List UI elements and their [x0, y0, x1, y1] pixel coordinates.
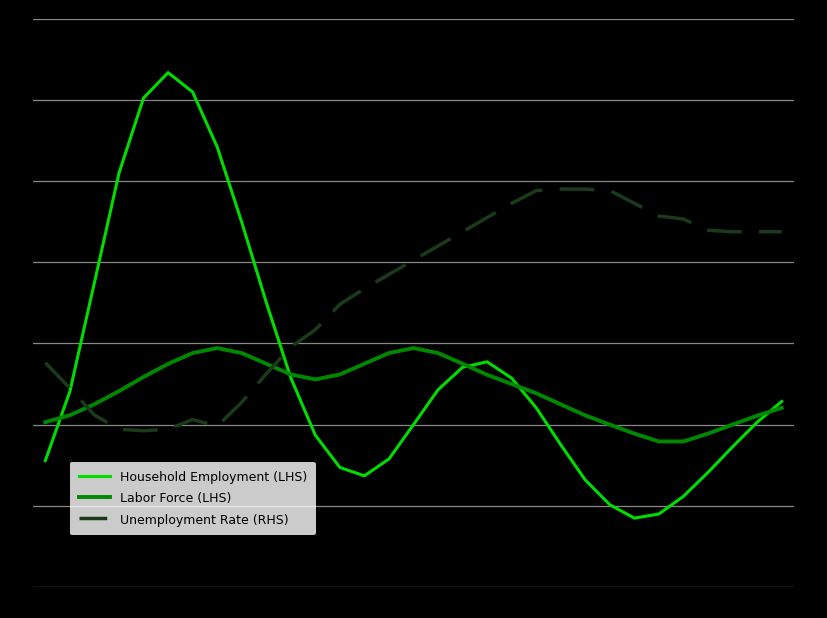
Legend: Household Employment (LHS), Labor Force (LHS), Unemployment Rate (RHS): Household Employment (LHS), Labor Force … [69, 462, 316, 535]
